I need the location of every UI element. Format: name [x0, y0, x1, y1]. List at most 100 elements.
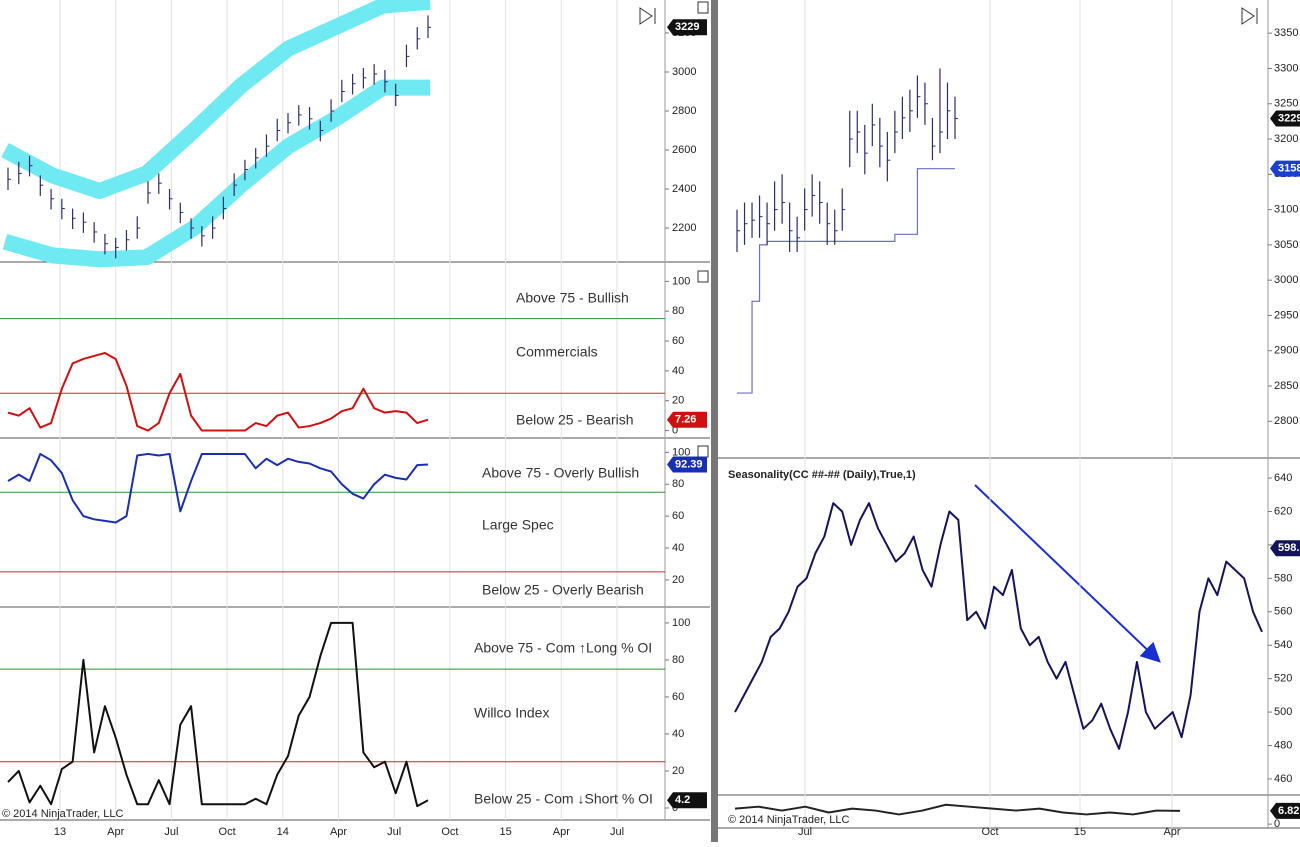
x-tick-label: Oct — [441, 826, 458, 838]
x-tick-label: Apr — [330, 826, 347, 838]
y-tick-label: 2200 — [672, 222, 696, 234]
value-tag-label: 598. — [1278, 542, 1299, 554]
y-tick-label: 640 — [1274, 472, 1292, 484]
annotation: Below 25 - Com ↓Short % OI — [474, 791, 653, 807]
y-tick-label: 80 — [672, 478, 684, 490]
series-line — [734, 803, 1181, 816]
y-tick-label: 40 — [672, 365, 684, 377]
copyright: © 2014 NinjaTrader, LLC — [728, 814, 849, 826]
value-tag-label: 4.2 — [675, 794, 690, 806]
y-tick-label: 3100 — [1274, 203, 1298, 215]
value-tag-label: 6.82 — [1278, 805, 1299, 817]
y-tick-label: 2400 — [672, 183, 696, 195]
y-tick-label: 2800 — [672, 105, 696, 117]
y-tick-label: 100 — [672, 275, 690, 287]
y-tick-label: 580 — [1274, 572, 1292, 584]
x-tick-label: 14 — [277, 826, 289, 838]
value-tag — [667, 411, 707, 428]
y-tick-label: 40 — [672, 728, 684, 740]
y-tick-label: 100 — [672, 617, 690, 629]
x-tick-label: Apr — [553, 826, 570, 838]
y-tick-label: 500 — [1274, 706, 1292, 718]
y-tick-label: 80 — [672, 305, 684, 317]
x-tick-label: Jul — [387, 826, 401, 838]
annotation: Below 25 - Overly Bearish — [482, 582, 644, 598]
x-tick-label: 13 — [54, 826, 66, 838]
value-tag-label: 7.26 — [675, 414, 696, 426]
annotation: Below 25 - Bearish — [516, 412, 634, 428]
y-tick-label: 2800 — [1274, 415, 1298, 427]
y-tick-label: 520 — [1274, 673, 1292, 685]
annotation: Above 75 - Bullish — [516, 290, 629, 306]
y-tick-label: 20 — [672, 765, 684, 777]
series-line — [7, 621, 429, 808]
x-tick-label: 15 — [499, 826, 511, 838]
y-tick-label: 3350 — [1274, 27, 1298, 39]
y-tick-label: 540 — [1274, 639, 1292, 651]
value-tag — [1270, 540, 1300, 557]
y-tick-label: 20 — [672, 574, 684, 586]
y-tick-label: 2950 — [1274, 309, 1298, 321]
y-tick-label: 480 — [1274, 739, 1292, 751]
annotation: Above 75 - Com ↑Long % OI — [474, 640, 652, 656]
y-tick-label: 620 — [1274, 505, 1292, 517]
value-tag — [1270, 802, 1300, 819]
y-tick-label: 40 — [672, 542, 684, 554]
panel-title: Seasonality(CC ##-## (Daily),True,1) — [728, 469, 916, 481]
series-line — [734, 502, 1263, 750]
x-tick-label: Oct — [219, 826, 236, 838]
y-tick-label: 3200 — [1274, 133, 1298, 145]
y-tick-label: 2900 — [1274, 345, 1298, 357]
x-tick-label: Apr — [1163, 826, 1180, 838]
y-tick-label: 560 — [1274, 606, 1292, 618]
value-tag — [1270, 160, 1300, 177]
y-tick-label: 2850 — [1274, 380, 1298, 392]
band — [2, 79, 430, 268]
x-tick-label: 15 — [1074, 826, 1086, 838]
value-tag — [667, 456, 707, 473]
y-tick-label: 0 — [1274, 818, 1280, 830]
x-tick-label: Jul — [164, 826, 178, 838]
y-tick-label: 100 — [672, 446, 690, 458]
value-tag — [667, 19, 707, 36]
scroll-end-icon[interactable] — [639, 7, 656, 25]
y-tick-label: 3250 — [1274, 98, 1298, 110]
panel-button[interactable] — [697, 270, 709, 283]
value-tag-label: 92.39 — [675, 458, 703, 470]
y-tick-label: 60 — [672, 335, 684, 347]
annotation: Willco Index — [474, 705, 549, 721]
panel-button[interactable] — [697, 1, 709, 14]
y-tick-label: 20 — [672, 395, 684, 407]
y-tick-label: 80 — [672, 654, 684, 666]
band — [1, 0, 431, 199]
y-tick-label: 3050 — [1274, 239, 1298, 251]
y-tick-label: 60 — [672, 691, 684, 703]
series-line — [7, 351, 429, 432]
y-tick-label: 2600 — [672, 144, 696, 156]
value-tag-label: 3158 — [1278, 163, 1300, 175]
y-tick-label: 0 — [672, 424, 678, 436]
x-tick-label: Apr — [107, 826, 124, 838]
annotation: Commercials — [516, 344, 598, 360]
x-tick-label: Jul — [798, 826, 812, 838]
x-tick-label: Oct — [981, 826, 998, 838]
value-tag-label: 3229 — [675, 21, 699, 33]
y-tick-label: 3000 — [672, 66, 696, 78]
split-divider — [711, 0, 718, 842]
y-tick-label: 3000 — [1274, 274, 1298, 286]
y-tick-label: 3300 — [1274, 62, 1298, 74]
copyright: © 2014 NinjaTrader, LLC — [2, 808, 123, 820]
value-tag — [667, 792, 707, 809]
trend-arrow — [974, 484, 1161, 663]
stop-line — [737, 168, 955, 394]
y-tick-label: 460 — [1274, 773, 1292, 785]
series-line — [7, 452, 429, 524]
scroll-end-icon[interactable] — [1241, 7, 1258, 25]
value-tag — [1270, 110, 1300, 127]
annotation: Above 75 - Overly Bullish — [482, 465, 639, 481]
y-tick-label: 60 — [672, 510, 684, 522]
x-tick-label: Jul — [610, 826, 624, 838]
